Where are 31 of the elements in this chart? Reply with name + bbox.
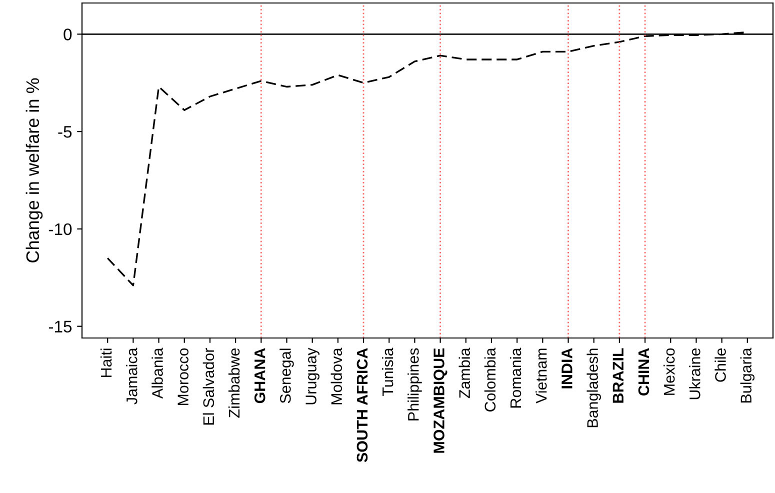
y-tick-label: 0 [64,28,72,40]
x-tick-label: SOUTH AFRICA [356,348,368,462]
x-tick-label: Romania [510,348,522,408]
x-tick-label: Bulgaria [740,348,755,403]
x-tick-label: Ukraine [689,348,700,400]
x-tick-label: Zambia [458,348,470,398]
x-tick-label: Tunisia [382,348,394,396]
x-tick-label: Zimbabwe [228,348,240,418]
x-tick-label: Haiti [100,348,112,378]
x-tick-label: Philippines [408,348,422,420]
x-tick-label: GHANA [254,348,266,404]
x-tick-label: Morocco [178,348,188,406]
x-tick-label: Bangladesh [586,348,601,428]
y-axis-title: Change in welfare in % [26,78,43,262]
x-tick-label: Uruguay [306,348,320,404]
x-tick-label: Albania [152,348,163,399]
x-tick-label: El Salvador [202,348,214,425]
x-tick-label: INDIA [562,348,572,388]
x-tick-label: CHINA [638,348,650,396]
x-tick-label: Senegal [280,348,294,404]
y-tick-label: -10 [48,223,72,236]
x-tick-label: Colombia [484,348,496,412]
x-tick-label: Vietnam [536,348,547,404]
x-tick-label: BRAZIL [612,348,624,403]
x-tick-label: Chile [714,348,726,382]
x-tick-label: Moldova [330,348,342,404]
x-tick-label: MOZAMBIQUE [434,348,448,453]
y-tick-label: -15 [48,320,72,333]
x-tick-label: Jamaica [126,348,138,404]
x-tick-label: Mexico [664,348,675,395]
y-tick-label: -5 [58,126,72,138]
